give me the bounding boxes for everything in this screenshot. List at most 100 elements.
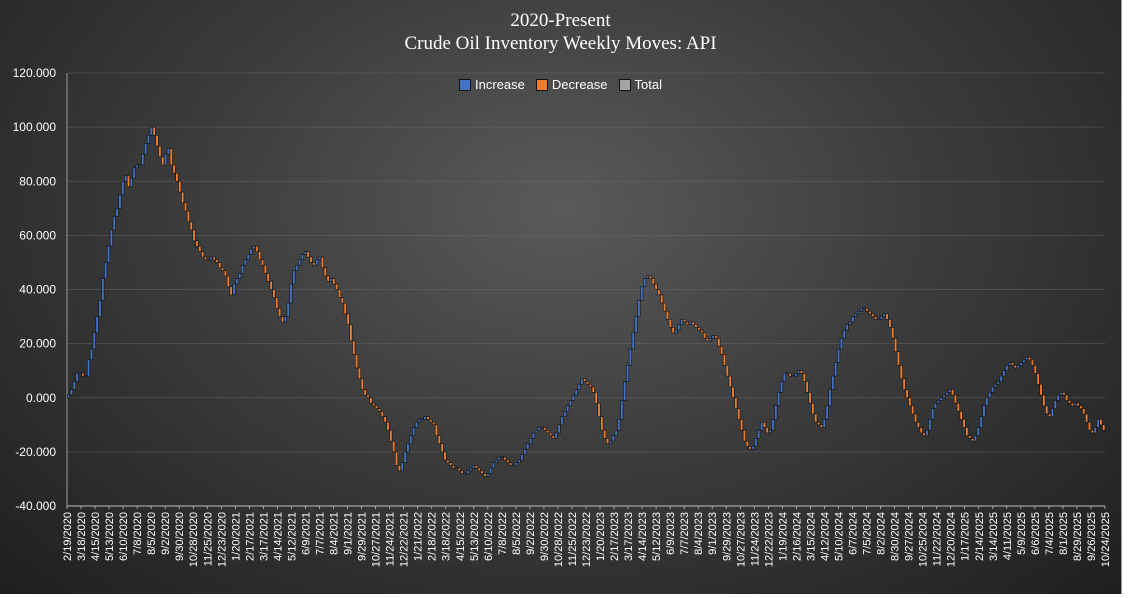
y-tick-label: 80.000 (19, 174, 56, 188)
bar-increase (1025, 356, 1029, 361)
x-tick-label: 9/1/2021 (343, 512, 355, 555)
x-tick-label: 8/29/2025 (1072, 512, 1084, 561)
bar-decrease (805, 381, 809, 393)
bar-decrease (474, 465, 478, 469)
bar-decrease (272, 289, 276, 298)
bar-decrease (817, 421, 821, 426)
bar-decrease (215, 259, 219, 263)
bar-decrease (597, 402, 601, 417)
bar-decrease (651, 278, 655, 285)
bar-increase (854, 313, 858, 317)
bar-decrease (392, 440, 396, 453)
bar-increase (403, 451, 407, 464)
x-tick-label: 11/24/2023 (749, 512, 761, 566)
x-tick-label: 1/19/2024 (777, 512, 789, 561)
bar-increase (643, 278, 647, 288)
bar-increase (1016, 364, 1020, 369)
x-tick-label: 6/6/2025 (1030, 512, 1042, 555)
bar-increase (406, 443, 410, 453)
bar-increase (240, 264, 245, 274)
bar-decrease (355, 354, 359, 369)
bar-decrease (460, 470, 464, 474)
bar-increase (471, 465, 476, 469)
bar-increase (95, 316, 99, 334)
bar-decrease (258, 251, 262, 261)
bar-increase (754, 438, 758, 447)
bar-increase (759, 421, 764, 431)
bar-increase (617, 419, 621, 431)
bar-increase (936, 400, 940, 404)
x-tick-label: 6/9/2023 (665, 512, 677, 555)
bar-increase (797, 370, 801, 374)
bar-decrease (449, 462, 453, 466)
bar-decrease (603, 429, 607, 439)
x-tick-label: 12/22/2021 (399, 512, 411, 567)
bar-increase (614, 429, 618, 436)
bar-decrease (725, 364, 729, 377)
bar-increase (500, 456, 504, 459)
bar-decrease (591, 386, 595, 393)
x-tick-label: 11/22/2024 (932, 512, 944, 566)
legend-item-decrease: Decrease (535, 77, 608, 92)
bar-increase (124, 175, 128, 182)
x-tick-label: 1/20/2023 (595, 512, 607, 561)
bar-increase (1022, 359, 1026, 363)
bar-decrease (594, 392, 598, 404)
bar-decrease (700, 329, 704, 334)
bar-increase (999, 375, 1003, 382)
bar-increase (520, 454, 524, 461)
x-tick-label: 6/10/2020 (118, 512, 130, 561)
bar-increase (238, 272, 242, 279)
bar-decrease (971, 438, 975, 442)
x-tick-label: 6/10/2022 (483, 512, 495, 561)
bar-increase (879, 316, 883, 320)
bar-decrease (1065, 394, 1069, 401)
bar-decrease (366, 394, 370, 399)
x-tick-label: 9/30/2022 (539, 512, 551, 561)
bar-decrease (183, 202, 188, 212)
bar-decrease (394, 451, 399, 466)
bar-decrease (369, 397, 373, 404)
bar-decrease (722, 354, 727, 366)
bar-decrease (737, 408, 741, 420)
bar-decrease (913, 413, 918, 423)
bar-increase (945, 392, 949, 396)
x-tick-label: 11/24/2021 (385, 512, 397, 566)
bar-increase (822, 419, 826, 428)
x-tick-label: 8/5/2020 (146, 512, 158, 555)
x-tick-label: 9/29/2021 (357, 512, 369, 561)
bar-decrease (1028, 356, 1032, 361)
bar-decrease (694, 324, 698, 328)
bar-increase (931, 408, 935, 420)
x-tick-label: 7/7/2023 (679, 512, 691, 555)
x-tick-label: 12/23/2022 (581, 512, 593, 567)
bar-increase (164, 153, 168, 166)
bar-decrease (263, 264, 267, 274)
bar-increase (982, 405, 986, 417)
bar-increase (856, 310, 861, 315)
bar-decrease (309, 256, 313, 263)
bar-decrease (1048, 413, 1052, 417)
bar-increase (149, 126, 153, 136)
x-tick-label: 2/19/2020 (62, 512, 74, 561)
bar-increase (777, 392, 781, 407)
bar-decrease (346, 313, 350, 325)
x-tick-label: 8/5/2022 (511, 512, 523, 555)
bar-decrease (731, 386, 735, 399)
bar-increase (782, 373, 786, 382)
y-tick-label: -40.000 (15, 499, 56, 513)
bar-decrease (922, 432, 926, 436)
bar-increase (303, 251, 307, 255)
bar-increase (166, 148, 170, 155)
bar-decrease (335, 283, 339, 290)
bar-decrease (968, 435, 972, 439)
bar-increase (129, 178, 133, 187)
bar-increase (494, 459, 498, 463)
bar-decrease (266, 272, 270, 282)
bar-decrease (551, 435, 555, 439)
bar-increase (990, 386, 995, 393)
bar-increase (315, 259, 319, 266)
bar-increase (711, 335, 715, 339)
bar-decrease (682, 318, 687, 323)
bar-decrease (186, 210, 190, 223)
